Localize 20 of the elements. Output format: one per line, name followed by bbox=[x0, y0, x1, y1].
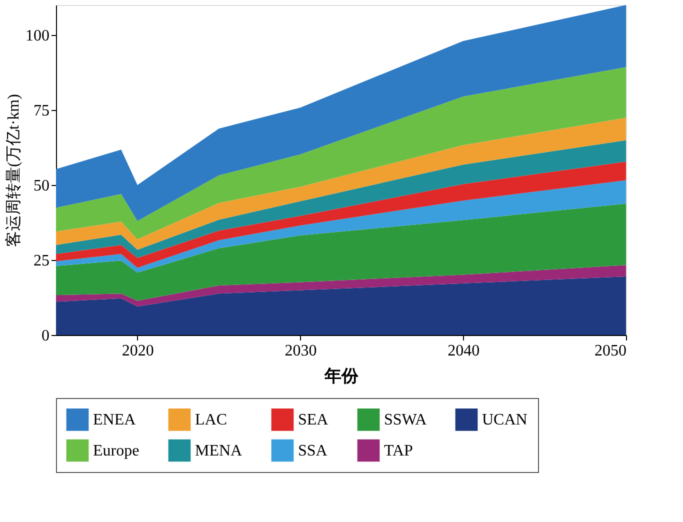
legend-label: SSWA bbox=[384, 412, 428, 429]
legend-label: TAP bbox=[384, 442, 414, 460]
x-tick-label: 2040 bbox=[448, 342, 480, 360]
x-axis-title: 年份 bbox=[324, 366, 360, 386]
y-tick-label: 25 bbox=[34, 252, 50, 270]
y-axis-title: 客运周转量(万亿t·km) bbox=[4, 94, 22, 247]
legend-label: Europe bbox=[93, 442, 140, 460]
legend-label: MENA bbox=[195, 442, 243, 460]
legend-label: SSA bbox=[298, 442, 328, 460]
y-tick-label: 75 bbox=[34, 102, 50, 120]
y-tick-label: 50 bbox=[34, 178, 50, 194]
legend-label: SEA bbox=[298, 412, 329, 429]
legend-label: ENEA bbox=[93, 412, 136, 429]
y-tick-label: 0 bbox=[42, 328, 50, 344]
x-tick-label: 2020 bbox=[122, 342, 154, 360]
x-tick-label: 2050 bbox=[594, 342, 626, 360]
legend-label: LAC bbox=[195, 412, 227, 429]
x-tick-label: 2030 bbox=[284, 342, 317, 360]
y-tick-label: 100 bbox=[26, 28, 50, 44]
legend-label: UCAN bbox=[482, 412, 528, 429]
